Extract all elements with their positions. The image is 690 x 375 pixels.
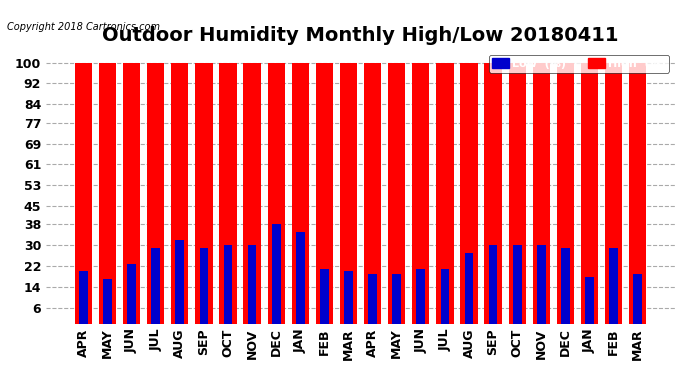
Bar (609, 248, 618, 324)
Bar (123, 63, 140, 324)
Bar (199, 248, 208, 324)
Bar (244, 63, 261, 324)
Bar (412, 63, 429, 324)
Bar (585, 276, 594, 324)
Bar (605, 63, 622, 324)
Bar (368, 274, 377, 324)
Text: Copyright 2018 Cartronics.com: Copyright 2018 Cartronics.com (7, 22, 160, 32)
Bar (75, 63, 92, 324)
Bar (316, 63, 333, 324)
Bar (127, 264, 136, 324)
Bar (151, 248, 160, 324)
Bar (296, 232, 305, 324)
Bar (364, 63, 382, 324)
Bar (79, 272, 88, 324)
Bar (175, 240, 184, 324)
Bar (533, 63, 550, 324)
Bar (417, 269, 425, 324)
Bar (195, 63, 213, 324)
Bar (147, 63, 164, 324)
Bar (460, 63, 477, 324)
Bar (171, 63, 188, 324)
Bar (537, 245, 546, 324)
Bar (272, 224, 281, 324)
Bar (292, 63, 309, 324)
Bar (393, 274, 401, 324)
Bar (464, 253, 473, 324)
Bar (561, 248, 570, 324)
Bar (103, 279, 112, 324)
Bar (629, 63, 647, 324)
Bar (489, 245, 497, 324)
Title: Outdoor Humidity Monthly High/Low 20180411: Outdoor Humidity Monthly High/Low 201804… (102, 26, 619, 45)
Bar (436, 63, 453, 324)
Bar (224, 245, 233, 324)
Bar (388, 63, 406, 324)
Bar (268, 63, 285, 324)
Bar (633, 274, 642, 324)
Bar (513, 245, 522, 324)
Bar (441, 269, 449, 324)
Bar (581, 63, 598, 324)
Bar (99, 63, 116, 324)
Bar (320, 269, 328, 324)
Bar (509, 63, 526, 324)
Bar (219, 63, 237, 324)
Bar (557, 63, 574, 324)
Bar (344, 272, 353, 324)
Bar (484, 63, 502, 324)
Legend: Low  (%), High  (%): Low (%), High (%) (489, 55, 669, 73)
Bar (248, 245, 257, 324)
Bar (340, 63, 357, 324)
